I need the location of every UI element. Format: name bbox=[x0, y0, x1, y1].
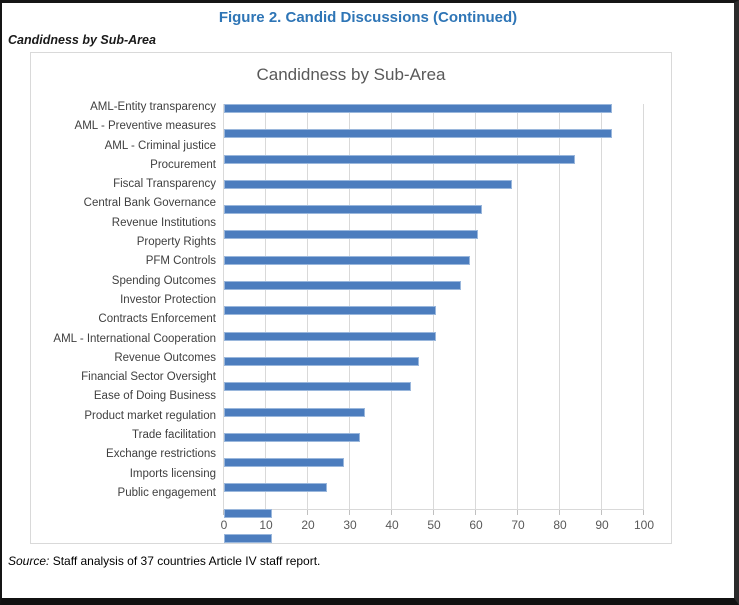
category-label: AML - International Cooperation bbox=[53, 332, 216, 345]
axis-tick bbox=[391, 510, 392, 516]
axis-tick bbox=[223, 510, 224, 516]
figure-subtitle: Candidness by Sub-Area bbox=[8, 33, 156, 47]
axis-tick bbox=[601, 510, 602, 516]
category-label: Product market regulation bbox=[84, 409, 216, 422]
category-label: Procurement bbox=[150, 158, 216, 171]
chart-container: Candidness by Sub-Area AML-Entity transp… bbox=[30, 52, 672, 544]
gridline bbox=[643, 104, 644, 510]
bar bbox=[224, 129, 613, 139]
bar-row bbox=[224, 432, 644, 452]
category-label: Contracts Enforcement bbox=[98, 313, 216, 326]
bar bbox=[224, 230, 478, 240]
category-label: Property Rights bbox=[136, 236, 216, 249]
bar-row bbox=[224, 407, 644, 427]
category-label: Investor Protection bbox=[120, 293, 216, 306]
chart-title: Candidness by Sub-Area bbox=[256, 65, 446, 84]
bar-row bbox=[224, 382, 644, 401]
bar-row bbox=[224, 205, 644, 224]
category-label: Revenue Institutions bbox=[111, 216, 216, 229]
axis-tick bbox=[475, 510, 476, 516]
x-tick-label: 100 bbox=[633, 518, 655, 533]
source-text: Staff analysis of 37 countries Article I… bbox=[49, 554, 321, 568]
x-tick-label: 30 bbox=[343, 518, 357, 533]
axis-tick bbox=[643, 510, 644, 516]
gridline bbox=[475, 104, 476, 510]
bar bbox=[224, 458, 344, 468]
x-tick-label: 90 bbox=[595, 518, 609, 533]
x-tick-label: 40 bbox=[385, 518, 399, 533]
x-tick-label: 0 bbox=[220, 518, 228, 533]
bar-row bbox=[224, 230, 644, 249]
x-tick-label: 10 bbox=[259, 518, 273, 533]
category-label: AML - Criminal justice bbox=[104, 139, 216, 152]
gridline bbox=[517, 104, 518, 510]
bar bbox=[224, 534, 273, 544]
bar-row bbox=[224, 179, 644, 199]
source-label: Source: bbox=[8, 554, 50, 568]
bar-row bbox=[224, 104, 644, 123]
category-labels-column: AML-Entity transparency AML - Preventive … bbox=[31, 98, 223, 534]
category-label: Ease of Doing Business bbox=[93, 390, 216, 403]
bar-row bbox=[224, 129, 644, 148]
bar bbox=[224, 154, 575, 164]
x-tick-label: 20 bbox=[301, 518, 315, 533]
bar-row bbox=[224, 255, 644, 275]
bar bbox=[224, 281, 462, 291]
bar-row bbox=[224, 356, 644, 376]
bar bbox=[224, 255, 470, 265]
category-label: Imports licensing bbox=[129, 467, 216, 480]
bar-row bbox=[224, 483, 644, 502]
bar bbox=[224, 104, 613, 113]
category-label: AML-Entity transparency bbox=[90, 101, 216, 113]
bar-row bbox=[224, 553, 644, 572]
bar bbox=[224, 407, 365, 417]
axis-tick bbox=[517, 510, 518, 516]
bar-row bbox=[224, 458, 644, 477]
x-tick-label: 60 bbox=[469, 518, 483, 533]
bar-row bbox=[224, 154, 644, 174]
category-label: Exchange restrictions bbox=[106, 448, 216, 461]
plot-column: 0 10 20 30 40 50 60 70 80 90 100 bbox=[220, 98, 654, 544]
bar-row bbox=[224, 331, 644, 351]
axis-tick bbox=[349, 510, 350, 516]
bar-row bbox=[224, 592, 644, 598]
category-label: AML - Preventive measures bbox=[74, 120, 216, 133]
bar bbox=[224, 205, 483, 215]
bar-row bbox=[224, 534, 644, 553]
category-label: Central Bank Governance bbox=[83, 197, 216, 210]
gridline bbox=[601, 104, 602, 510]
bar-row bbox=[224, 306, 644, 325]
bar-row bbox=[224, 508, 644, 528]
x-axis-tick-labels: 0 10 20 30 40 50 60 70 80 90 100 bbox=[220, 518, 654, 534]
bar bbox=[224, 179, 512, 189]
plot-wrap: AML-Entity transparency AML - Preventive … bbox=[31, 98, 671, 544]
bar bbox=[224, 331, 436, 341]
category-label: Spending Outcomes bbox=[111, 274, 216, 287]
bar bbox=[224, 508, 273, 518]
bar bbox=[224, 483, 327, 493]
source-note: Source: Staff analysis of 37 countries A… bbox=[8, 554, 320, 568]
bar-row bbox=[224, 281, 644, 300]
axis-tick bbox=[433, 510, 434, 516]
bar bbox=[224, 356, 420, 366]
bar bbox=[224, 432, 361, 442]
category-label: Trade facilitation bbox=[132, 429, 216, 442]
axis-tick bbox=[307, 510, 308, 516]
category-label: Public engagement bbox=[117, 486, 216, 499]
category-label: Financial Sector Oversight bbox=[81, 371, 216, 384]
bar bbox=[224, 382, 411, 392]
figure-title: Figure 2. Candid Discussions (Continued) bbox=[218, 9, 518, 26]
category-label: PFM Controls bbox=[145, 255, 216, 268]
bar bbox=[224, 306, 436, 316]
bar-row bbox=[224, 573, 644, 592]
category-label: Fiscal Transparency bbox=[113, 178, 216, 191]
axis-tick bbox=[559, 510, 560, 516]
x-tick-label: 70 bbox=[511, 518, 525, 533]
category-label: Revenue Outcomes bbox=[114, 351, 216, 364]
plot-area bbox=[223, 104, 644, 544]
x-tick-label: 50 bbox=[427, 518, 441, 533]
x-tick-label: 80 bbox=[553, 518, 567, 533]
gridline bbox=[559, 104, 560, 510]
